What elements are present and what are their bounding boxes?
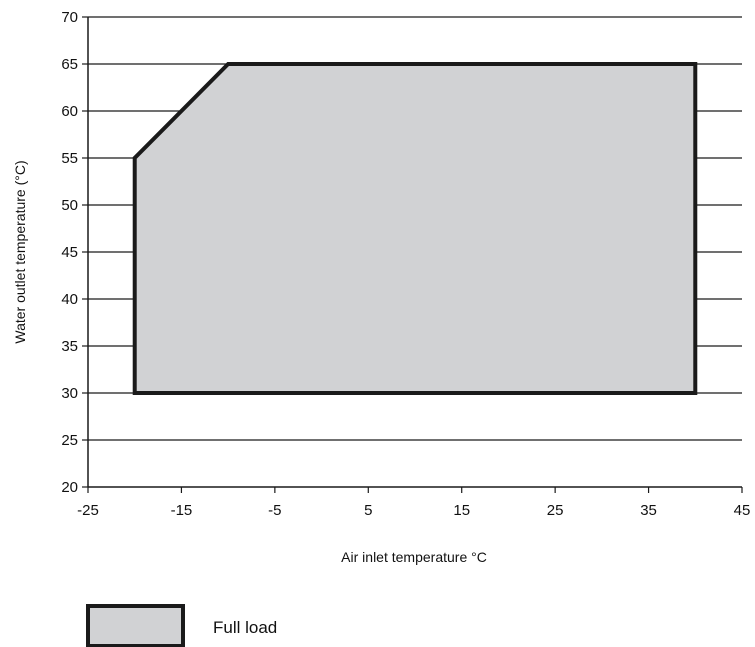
legend-label-full-load: Full load bbox=[213, 618, 277, 637]
tick-labels: 20 25 30 35 40 45 50 55 60 65 70 -25 -15 -5 5 15 25 35 45 bbox=[61, 9, 750, 519]
x-tick-label-0: -25 bbox=[77, 502, 99, 519]
y-tick-label-6: 50 bbox=[61, 197, 78, 214]
y-tick-label-0: 20 bbox=[61, 479, 78, 496]
legend-swatch-full-load bbox=[86, 604, 185, 647]
y-tick-label-5: 45 bbox=[61, 244, 78, 261]
x-tick-label-7: 45 bbox=[734, 502, 751, 519]
y-tick-label-8: 60 bbox=[61, 103, 78, 120]
y-tick-label-4: 40 bbox=[61, 291, 78, 308]
y-tick-label-2: 30 bbox=[61, 385, 78, 402]
y-tick-label-7: 55 bbox=[61, 150, 78, 167]
series-area-0 bbox=[132, 62, 698, 395]
x-axis-title: Air inlet temperature °C bbox=[341, 549, 487, 565]
axes bbox=[82, 16, 743, 493]
x-tick-label-6: 35 bbox=[640, 502, 657, 519]
x-tick-label-5: 25 bbox=[547, 502, 564, 519]
x-tick-label-2: -5 bbox=[268, 502, 281, 519]
x-tick-label-3: 5 bbox=[364, 502, 372, 519]
y-tick-label-1: 25 bbox=[61, 432, 78, 449]
y-tick-label-3: 35 bbox=[61, 338, 78, 355]
y-tick-label-10: 70 bbox=[61, 9, 78, 26]
x-tick-label-1: -15 bbox=[171, 502, 193, 519]
series-layer bbox=[132, 62, 698, 395]
y-axis-title: Water outlet temperature (°C) bbox=[12, 160, 28, 343]
legend: Full load bbox=[86, 604, 277, 647]
x-tick-label-4: 15 bbox=[453, 502, 470, 519]
y-tick-label-9: 65 bbox=[61, 56, 78, 73]
